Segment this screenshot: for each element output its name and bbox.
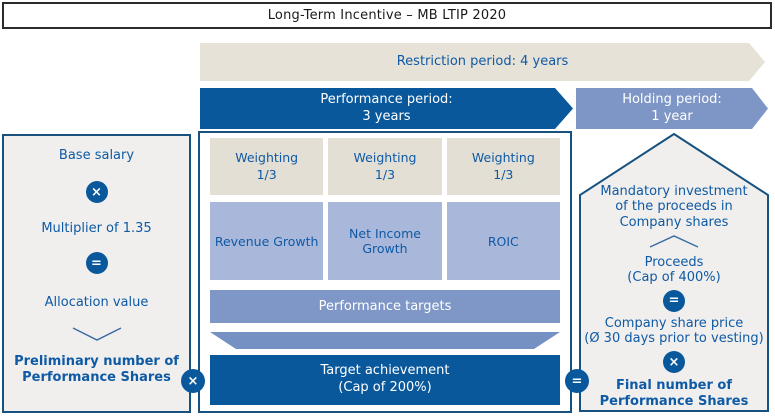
funnel-shape	[210, 332, 560, 349]
weighting-value: 1/3	[493, 166, 514, 182]
multiply-connector-icon: ×	[181, 369, 205, 393]
allocation-panel: Base salary × Multiplier of 1.35 = Alloc…	[2, 134, 191, 413]
share-price-line2: (Ø 30 days prior to vesting)	[584, 330, 764, 346]
metrics-row: Revenue Growth Net Income Growth ROIC	[210, 202, 560, 280]
weighting-box-revenue: Weighting 1/3	[210, 138, 324, 195]
metric-net-income-growth: Net Income Growth	[328, 202, 442, 280]
equals-icon: =	[85, 252, 108, 274]
holding-period-arrow: Holding period: 1 year	[576, 88, 768, 129]
performance-period-label-line2: 3 years	[362, 108, 411, 124]
weighting-value: 1/3	[374, 166, 396, 182]
weighting-label: Weighting	[471, 150, 535, 166]
metric-label: Net Income Growth	[349, 226, 421, 256]
restriction-period-arrow: Restriction period: 4 years	[200, 43, 765, 81]
metric-revenue-growth: Revenue Growth	[210, 202, 324, 280]
share-price-label: Company share price (Ø 30 days prior to …	[584, 316, 764, 347]
performance-period-label-line1: Performance period:	[320, 92, 453, 108]
house-shape	[579, 132, 769, 412]
weighting-box-net-income: Weighting 1/3	[328, 138, 442, 195]
weighting-label: Weighting	[353, 150, 417, 166]
mandatory-investment-label: Mandatory investment of the proceeds in …	[600, 184, 747, 230]
mandatory-line3: Company shares	[619, 214, 729, 230]
mandatory-line2: of the proceeds in	[615, 199, 733, 215]
holding-period-label-line2: 1 year	[651, 108, 693, 124]
weighting-row: Weighting 1/3 Weighting 1/3 Weighting 1/…	[210, 138, 560, 195]
equals-icon: =	[663, 289, 685, 312]
equals-connector-icon: =	[565, 369, 589, 393]
restriction-period-label: Restriction period: 4 years	[396, 53, 569, 69]
proceeds-label: Proceeds (Cap of 400%)	[627, 255, 720, 286]
weighting-label: Weighting	[235, 150, 299, 166]
multiply-icon: ×	[663, 351, 685, 374]
preliminary-shares-line1: Preliminary number of	[14, 354, 179, 369]
base-salary-label: Base salary	[58, 148, 135, 163]
preliminary-shares-label: Preliminary number of Performance Shares	[14, 354, 179, 385]
diagram-title: Long-Term Incentive – MB LTIP 2020	[2, 2, 772, 29]
metric-roic: ROIC	[446, 202, 560, 280]
preliminary-shares-line2: Performance Shares	[22, 369, 171, 385]
performance-panel: Weighting 1/3 Weighting 1/3 Weighting 1/…	[198, 131, 572, 413]
weighting-box-roic: Weighting 1/3	[446, 138, 560, 195]
investment-content: Mandatory investment of the proceeds in …	[578, 132, 770, 413]
proceeds-line1: Proceeds	[644, 254, 704, 270]
proceeds-cap-line2: (Cap of 400%)	[627, 270, 721, 286]
multiply-icon: ×	[85, 181, 108, 203]
metric-label: Revenue Growth	[214, 233, 319, 249]
final-shares-line2: Performance Shares	[599, 393, 749, 409]
target-achievement-line2: (Cap of 200%)	[338, 380, 432, 395]
chevron-up-icon	[649, 235, 699, 248]
performance-period-arrow: Performance period: 3 years	[200, 88, 573, 129]
investment-panel: Mandatory investment of the proceeds in …	[578, 132, 770, 413]
mandatory-line1: Mandatory investment	[600, 184, 748, 199]
holding-period-label-line1: Holding period:	[622, 92, 722, 108]
share-price-line1: Company share price	[604, 315, 744, 331]
multiplier-label: Multiplier of 1.35	[41, 221, 152, 236]
performance-targets-label: Performance targets	[318, 299, 452, 314]
target-achievement-line1: Target achievement	[320, 363, 450, 379]
final-shares-label: Final number of Performance Shares	[600, 378, 749, 409]
final-shares-line1: Final number of	[615, 378, 733, 394]
weighting-value: 1/3	[256, 166, 277, 182]
chevron-down-icon	[72, 327, 121, 341]
performance-targets-bar: Performance targets	[210, 290, 560, 323]
diagram-title-text: Long-Term Incentive – MB LTIP 2020	[267, 8, 507, 23]
target-achievement-bar: Target achievement (Cap of 200%)	[210, 355, 560, 405]
allocation-value-label: Allocation value	[44, 295, 149, 310]
metric-label: ROIC	[487, 233, 519, 249]
